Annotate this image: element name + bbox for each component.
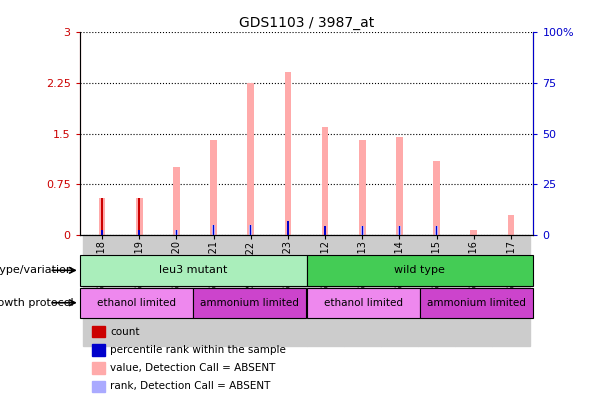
Bar	[101, 230, 103, 235]
Bar	[396, 137, 403, 235]
Bar	[136, 198, 143, 235]
Bar	[398, 226, 400, 235]
Bar	[436, 226, 438, 235]
Text: value, Detection Call = ABSENT: value, Detection Call = ABSENT	[110, 363, 276, 373]
Text: growth protocol: growth protocol	[0, 298, 74, 308]
Bar	[101, 230, 104, 235]
Bar	[248, 83, 254, 235]
Text: ammonium limited: ammonium limited	[427, 298, 526, 308]
Bar	[138, 198, 140, 235]
Bar	[433, 161, 440, 235]
Bar	[212, 225, 215, 235]
Bar	[361, 226, 364, 235]
Text: ethanol limited: ethanol limited	[324, 298, 403, 308]
Bar	[99, 198, 105, 235]
Bar	[398, 226, 401, 235]
Text: leu3 mutant: leu3 mutant	[159, 265, 227, 275]
Text: wild type: wild type	[395, 265, 445, 275]
Bar	[324, 226, 326, 235]
Bar	[381, 235, 418, 346]
Bar	[508, 215, 514, 235]
Bar	[138, 230, 140, 235]
Bar	[362, 226, 363, 235]
Bar	[232, 235, 269, 346]
Bar	[359, 141, 365, 235]
Bar	[175, 230, 177, 235]
Bar	[306, 255, 533, 286]
Bar	[173, 167, 180, 235]
Bar	[470, 230, 477, 235]
Bar	[322, 127, 329, 235]
Bar	[287, 222, 289, 235]
Bar	[139, 230, 140, 235]
Title: GDS1103 / 3987_at: GDS1103 / 3987_at	[239, 16, 374, 30]
Text: rank, Detection Call = ABSENT: rank, Detection Call = ABSENT	[110, 382, 271, 391]
Bar	[249, 225, 252, 235]
Text: percentile rank within the sample: percentile rank within the sample	[110, 345, 286, 355]
Bar	[195, 235, 232, 346]
Text: genotype/variation: genotype/variation	[0, 265, 74, 275]
Bar	[210, 141, 217, 235]
Bar	[121, 235, 158, 346]
Bar	[435, 226, 438, 235]
Bar	[455, 235, 492, 346]
Bar	[269, 235, 306, 346]
Bar	[287, 222, 289, 235]
Bar	[83, 235, 121, 346]
Bar	[492, 235, 530, 346]
Bar	[213, 225, 215, 235]
Bar	[284, 72, 291, 235]
Bar	[344, 235, 381, 346]
Text: count: count	[110, 327, 140, 337]
Bar	[80, 255, 306, 286]
Bar	[80, 288, 193, 318]
Bar	[158, 235, 195, 346]
Bar	[101, 198, 103, 235]
Bar	[324, 226, 326, 235]
Bar	[175, 230, 178, 235]
Bar	[250, 225, 251, 235]
Bar	[193, 288, 306, 318]
Text: ammonium limited: ammonium limited	[200, 298, 299, 308]
Bar	[306, 288, 420, 318]
Bar	[420, 288, 533, 318]
Bar	[306, 235, 344, 346]
Bar	[418, 235, 455, 346]
Text: ethanol limited: ethanol limited	[97, 298, 176, 308]
